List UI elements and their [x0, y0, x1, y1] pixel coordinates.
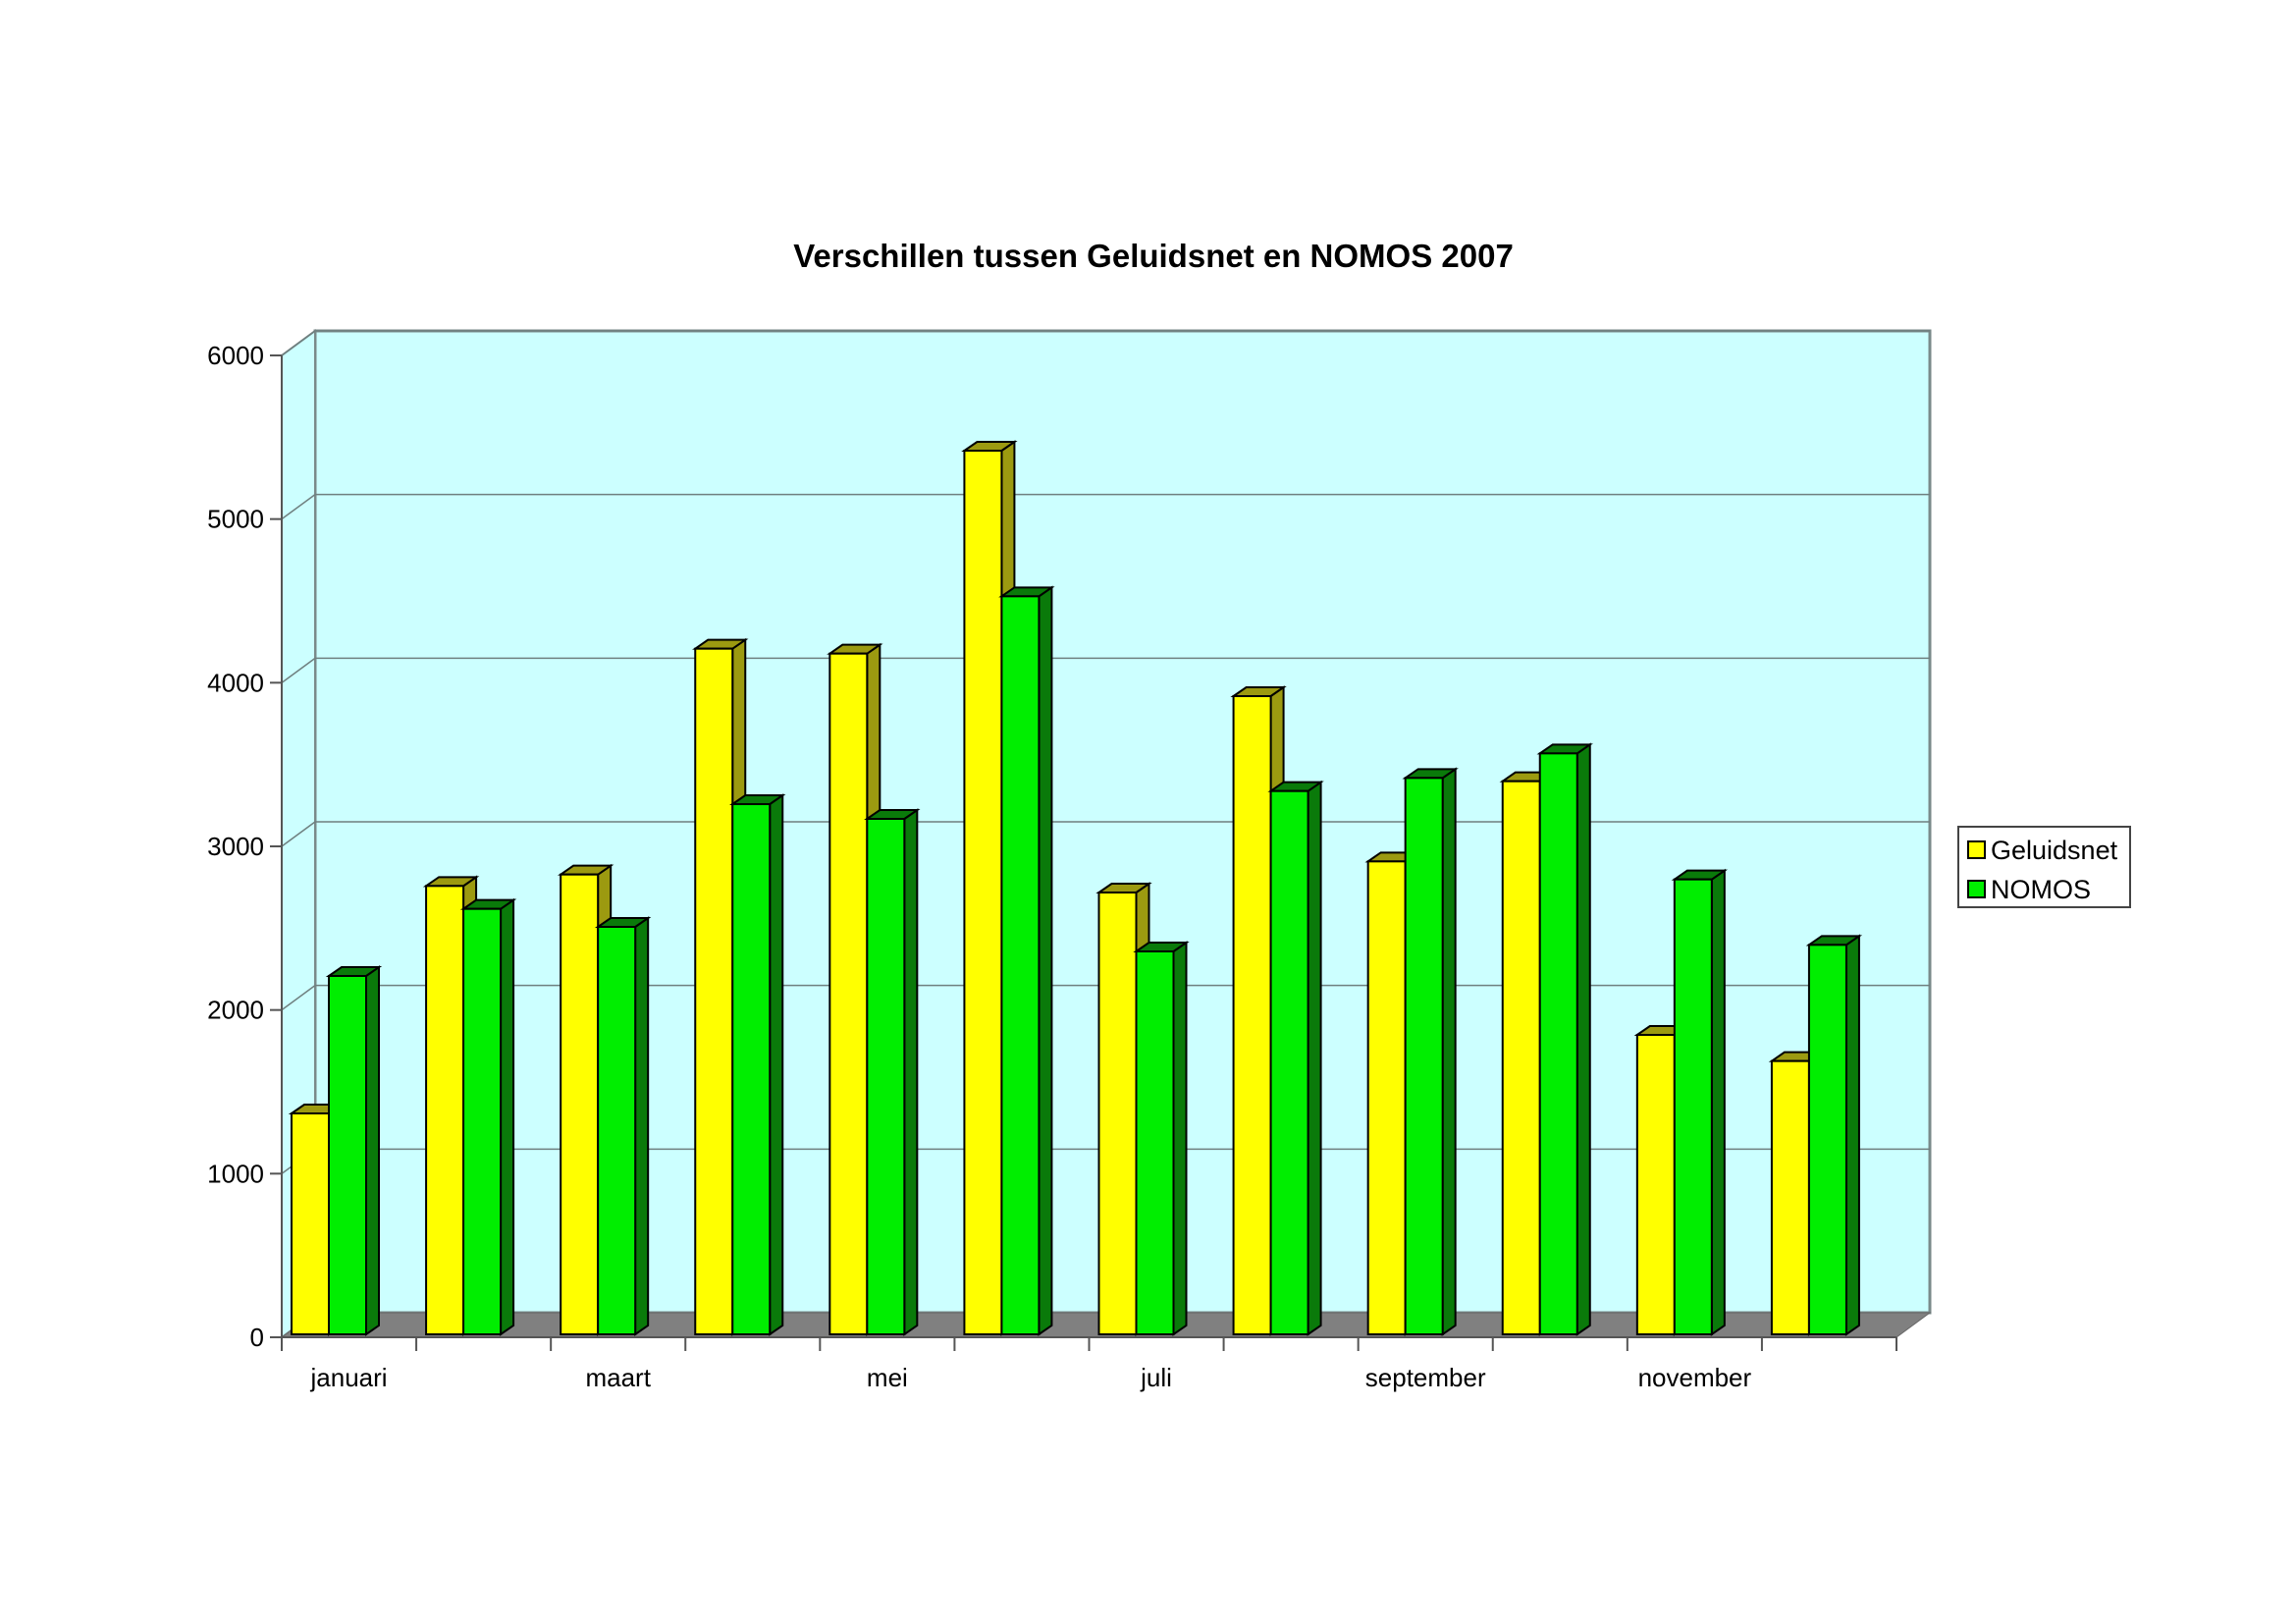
bar-front — [1404, 777, 1444, 1335]
bar-front — [731, 803, 772, 1335]
y-tick-label: 5000 — [207, 505, 264, 534]
bar-front — [1538, 752, 1578, 1335]
bar-front — [291, 1112, 330, 1335]
bar-nomos-januari — [325, 965, 383, 1336]
bar-side — [1575, 742, 1591, 1336]
x-tick-label: juli — [1140, 1363, 1172, 1392]
y-tick-label: 3000 — [207, 832, 264, 861]
bar-nomos-juni — [998, 585, 1055, 1336]
bar-side — [1307, 780, 1322, 1336]
bar-nomos-april — [729, 793, 786, 1336]
bar-nomos-maart — [594, 916, 652, 1336]
bar-side — [1710, 868, 1726, 1336]
bar-nomos-november — [1671, 868, 1729, 1336]
gridline-side — [281, 330, 316, 356]
bar-side — [500, 897, 515, 1336]
x-tick-label: maart — [585, 1363, 651, 1392]
bar-side — [1441, 767, 1457, 1336]
y-tick-label: 0 — [250, 1323, 264, 1352]
bar-front — [1770, 1059, 1810, 1335]
bar-side — [634, 916, 650, 1336]
bar-side — [1172, 941, 1188, 1336]
legend: Geluidsnet NOMOS — [1957, 826, 2131, 908]
x-tick-label: september — [1365, 1363, 1486, 1392]
bar-side — [1038, 585, 1053, 1336]
gridline-side — [281, 821, 316, 847]
bar-front — [560, 873, 600, 1336]
bar-front — [1366, 860, 1407, 1335]
bar-nomos-augustus — [1267, 780, 1324, 1336]
bar-nomos-februari — [459, 897, 517, 1336]
bar-front — [1097, 892, 1138, 1335]
bar-front — [1135, 950, 1175, 1335]
legend-swatch — [1967, 880, 1986, 898]
chart-title: Verschillen tussen Geluidsnet en NOMOS 2… — [793, 238, 1514, 274]
x-tick-label: mei — [867, 1363, 908, 1392]
bar-nomos-september — [1402, 767, 1459, 1336]
legend-label: Geluidsnet — [1991, 836, 2118, 865]
bar-side — [365, 965, 380, 1336]
y-tick-label: 1000 — [207, 1159, 264, 1188]
bar-front — [1635, 1034, 1676, 1335]
x-axis: januari maart mei juli september november — [281, 1336, 1897, 1392]
x-tick-label: januari — [310, 1363, 388, 1392]
bar-front — [1232, 695, 1272, 1335]
bar-side — [903, 808, 919, 1336]
gridline-side — [281, 985, 316, 1011]
legend-label: NOMOS — [1991, 875, 2091, 904]
y-axis: 0 1000 2000 3000 4000 5000 6000 — [207, 341, 283, 1352]
bar-front — [1501, 780, 1541, 1335]
y-tick-label: 6000 — [207, 341, 264, 370]
legend-swatch — [1967, 840, 1986, 859]
bar-front — [1000, 595, 1041, 1335]
bar-front — [1673, 878, 1713, 1336]
bar-front — [1269, 789, 1309, 1335]
bar-front — [597, 926, 637, 1335]
bar-front — [425, 885, 465, 1335]
legend-item: NOMOS — [1967, 875, 2091, 904]
bar-front — [328, 975, 367, 1335]
bar-nomos-oktober — [1536, 742, 1593, 1336]
bar-front — [963, 450, 1003, 1335]
bar-front — [1807, 944, 1847, 1335]
bar-nomos-december — [1805, 934, 1863, 1336]
bar-nomos-mei — [864, 808, 921, 1336]
bar-side — [769, 793, 784, 1336]
bar-side — [1844, 934, 1860, 1336]
legend-item: Geluidsnet — [1967, 836, 2118, 865]
gridline-side — [281, 657, 316, 683]
x-tick-label: november — [1638, 1363, 1752, 1392]
bar-front — [828, 652, 869, 1335]
bar-front — [694, 647, 734, 1335]
y-tick-label: 4000 — [207, 668, 264, 697]
bar-front — [866, 818, 906, 1335]
legend-box — [1957, 826, 2131, 908]
gridline-side — [281, 494, 316, 520]
bars — [288, 440, 1863, 1336]
y-tick-label: 2000 — [207, 996, 264, 1025]
bar-nomos-juli — [1133, 941, 1190, 1336]
bar-front — [462, 907, 503, 1336]
